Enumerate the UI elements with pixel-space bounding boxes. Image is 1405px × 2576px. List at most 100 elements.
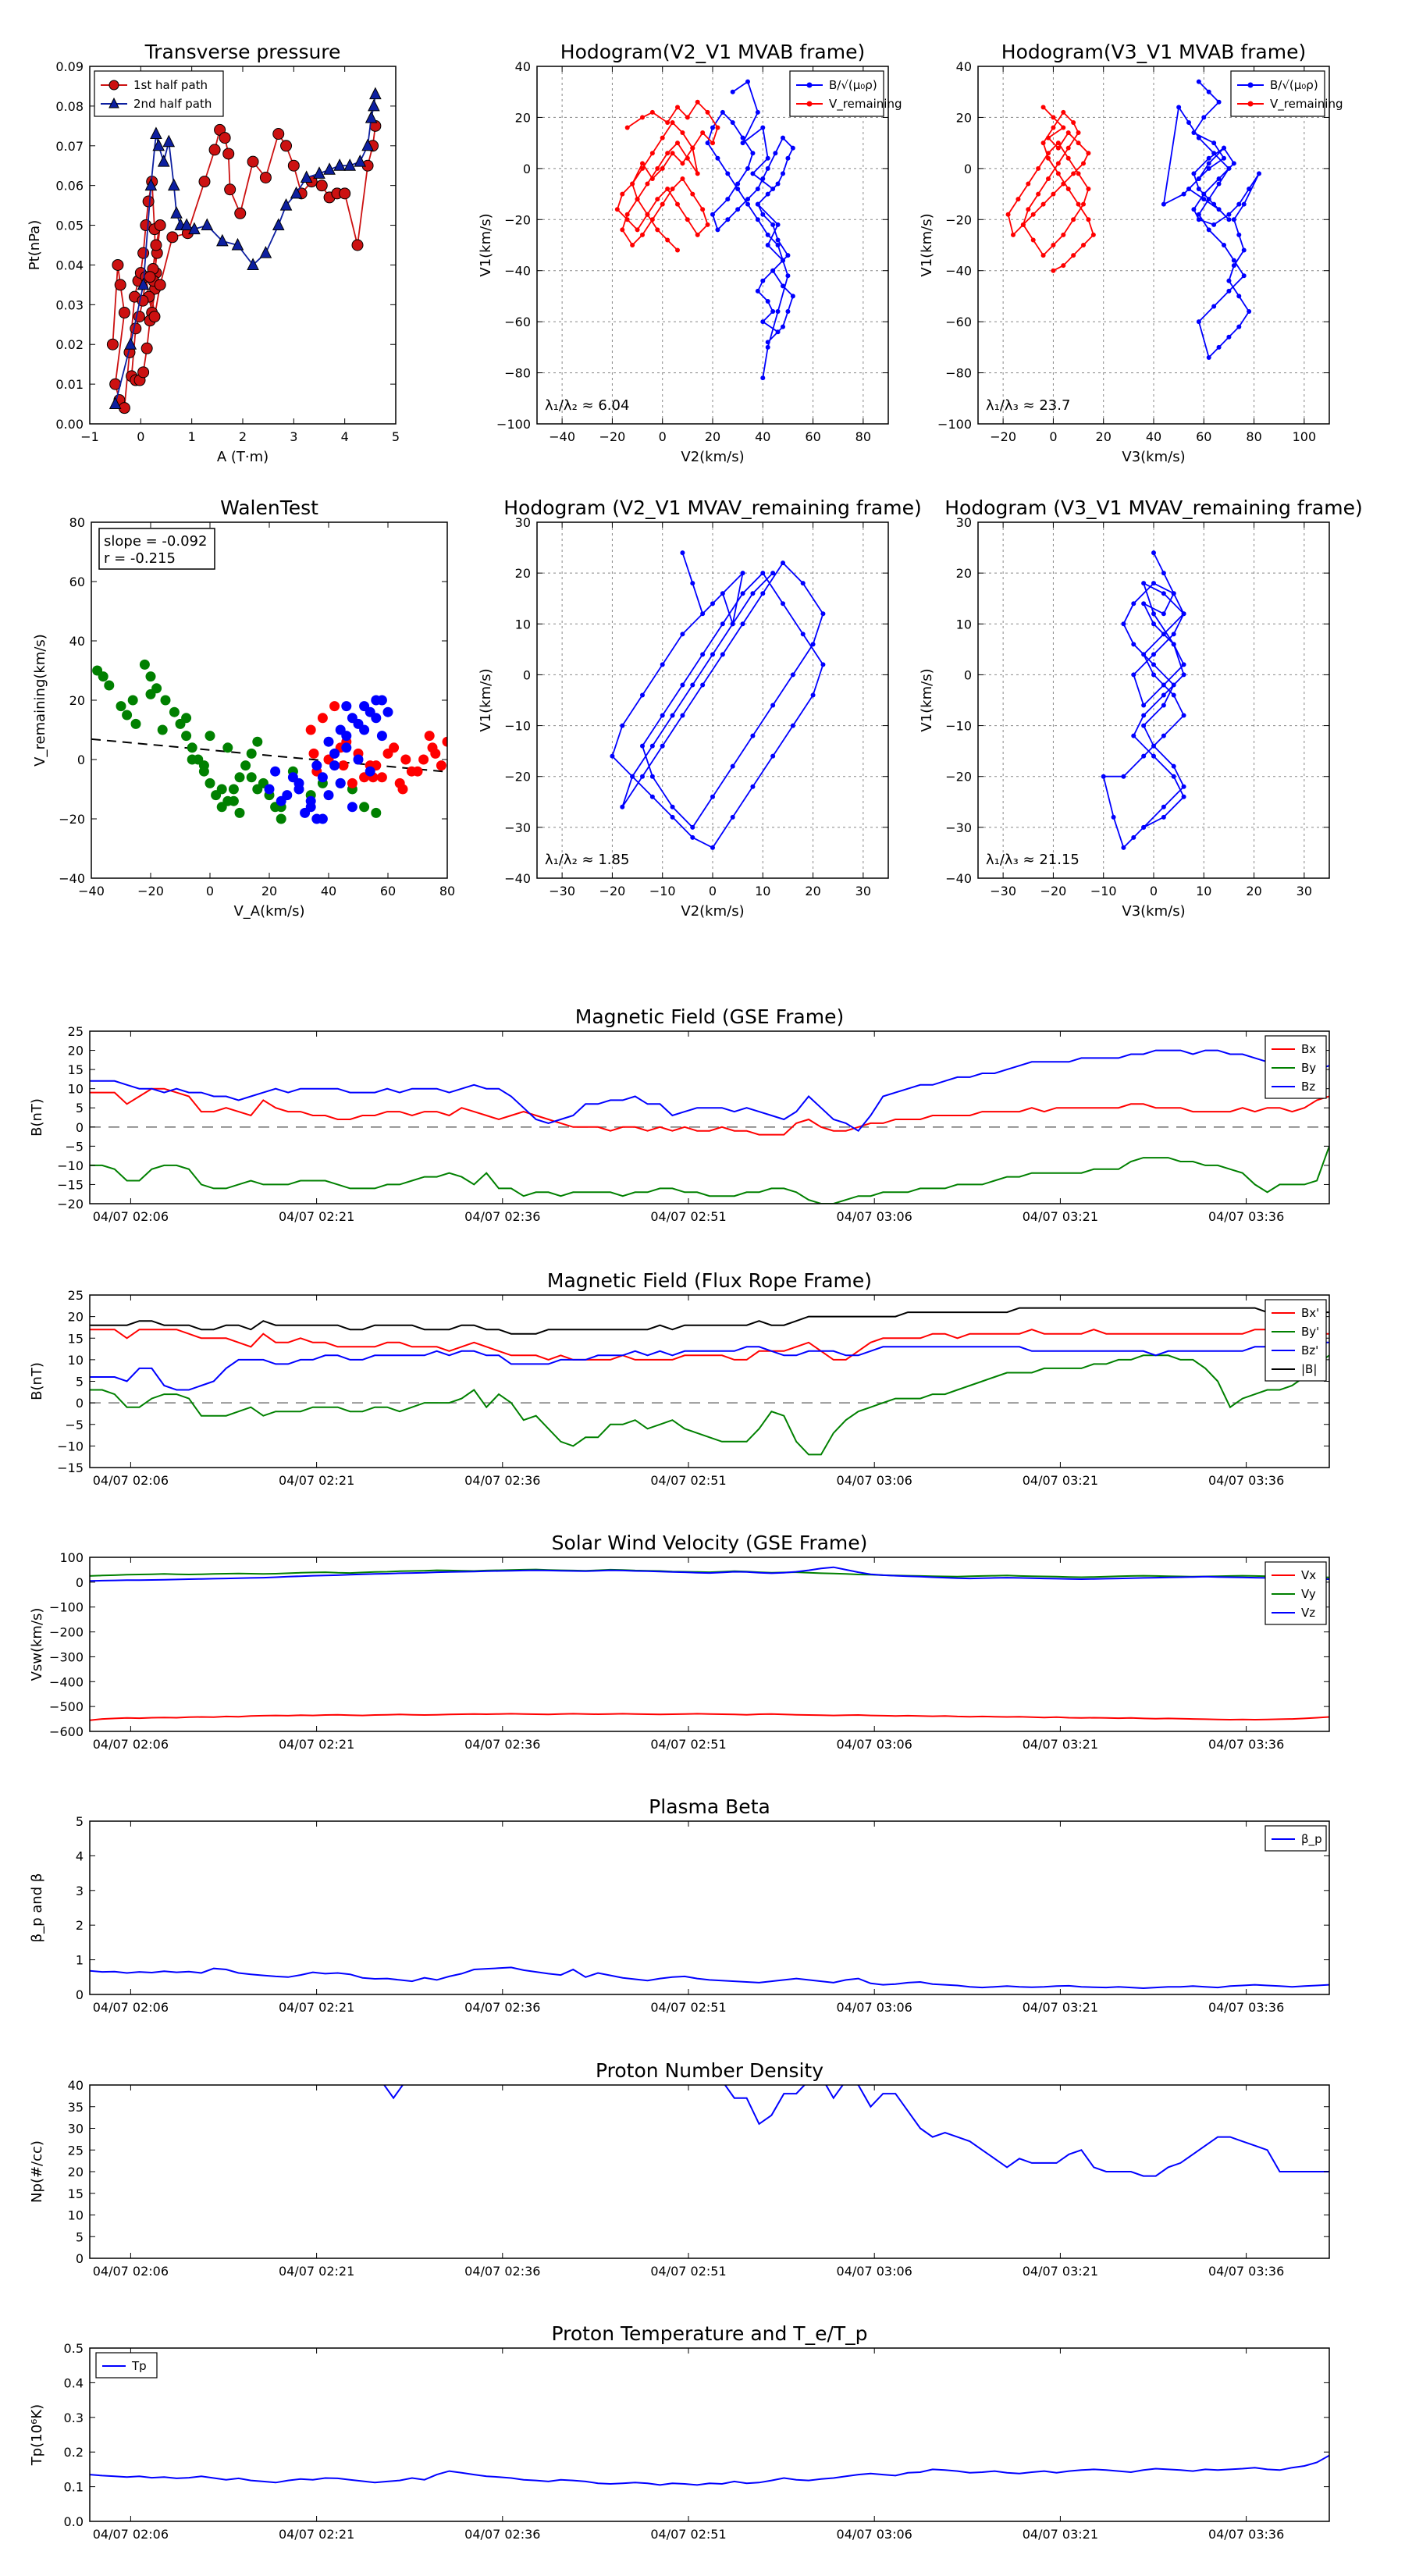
data-point xyxy=(760,319,766,325)
data-point xyxy=(1036,165,1041,171)
data-point xyxy=(205,731,215,742)
series-0 xyxy=(705,79,795,381)
data-point xyxy=(351,239,364,251)
plot-area xyxy=(382,2085,1329,2177)
data-point xyxy=(1121,774,1126,779)
data-point xyxy=(765,344,770,350)
data-point xyxy=(770,571,776,576)
data-point xyxy=(1191,130,1197,136)
chart-title: Hodogram (V2_V1 MVAV_remaining frame) xyxy=(503,496,922,519)
x-tick-label: 04/07 03:21 xyxy=(1023,2527,1098,2542)
data-point xyxy=(222,742,233,753)
x-tick-label: −20 xyxy=(599,429,626,444)
data-point xyxy=(222,148,235,160)
y-tick-label: 10 xyxy=(68,2208,84,2223)
data-point xyxy=(755,109,760,115)
series-0 xyxy=(610,550,826,850)
legend-label: B/√(μ₀ρ) xyxy=(1270,78,1318,92)
data-point xyxy=(1211,141,1217,146)
y-tick-label: 0.07 xyxy=(55,139,84,154)
x-tick-label: 04/07 02:36 xyxy=(464,1737,540,1752)
data-point xyxy=(234,807,245,818)
legend-label: 2nd half path xyxy=(133,97,212,111)
legend-label: Vx xyxy=(1301,1568,1316,1582)
data-point xyxy=(162,134,176,148)
y-tick-label: −40 xyxy=(504,871,531,886)
data-point xyxy=(655,165,660,171)
data-point xyxy=(1061,263,1066,269)
data-point xyxy=(680,161,685,166)
data-point xyxy=(1065,130,1071,136)
data-point xyxy=(775,243,781,247)
data-point xyxy=(700,207,706,212)
data-point xyxy=(640,161,645,166)
data-point xyxy=(710,794,715,799)
data-point xyxy=(1206,89,1211,94)
data-point xyxy=(730,89,735,94)
y-tick-label: 25 xyxy=(68,1288,84,1303)
data-point xyxy=(610,753,615,759)
data-point xyxy=(1231,258,1236,263)
data-point xyxy=(781,258,785,263)
annotation-text: r = -0.215 xyxy=(104,550,176,567)
x-tick-label: 04/07 02:06 xyxy=(93,2527,169,2542)
y-tick-label: 0.00 xyxy=(55,417,84,432)
x-tick-label: 4 xyxy=(341,429,349,444)
data-point xyxy=(1171,682,1176,688)
data-point xyxy=(1131,733,1136,738)
chart-hodogram_mvav_v3v1: −30 −20 −10 0 10 20 30−40−30−20−100102030Hodog… xyxy=(919,496,1363,920)
data-point xyxy=(152,138,165,151)
data-point xyxy=(1151,550,1156,556)
data-point xyxy=(785,253,791,258)
series-line-0 xyxy=(90,2454,1329,2486)
data-point xyxy=(1020,222,1026,227)
data-point xyxy=(112,258,124,271)
data-point xyxy=(144,178,158,191)
data-point xyxy=(187,742,197,753)
data-point xyxy=(1181,672,1186,678)
y-tick-label: 35 xyxy=(68,2100,84,2115)
x-tick-label: 30 xyxy=(1297,884,1312,898)
data-point xyxy=(353,754,364,765)
legend-marker xyxy=(806,101,813,107)
y-tick-label: 0 xyxy=(523,162,531,176)
y-axis-label: V1(km/s) xyxy=(478,213,494,276)
x-tick-label: 04/07 03:36 xyxy=(1208,2527,1284,2542)
data-point xyxy=(228,784,239,795)
data-point xyxy=(1101,774,1106,779)
data-point xyxy=(1226,278,1232,283)
x-tick-label: 04/07 02:51 xyxy=(650,1209,726,1224)
y-tick-label: −60 xyxy=(504,315,531,329)
legend-marker xyxy=(1247,101,1254,107)
data-point xyxy=(1071,171,1076,176)
data-point xyxy=(770,222,776,227)
x-tick-label: 10 xyxy=(1196,884,1211,898)
data-point xyxy=(246,772,257,783)
y-tick-label: −20 xyxy=(504,212,531,227)
y-tick-label: 40 xyxy=(515,59,531,74)
data-point xyxy=(781,324,785,329)
data-point xyxy=(685,217,690,222)
data-point xyxy=(201,218,214,231)
data-point xyxy=(252,736,263,747)
legend-label: Bx xyxy=(1301,1042,1316,1056)
data-point xyxy=(649,794,655,799)
y-tick-label: 20 xyxy=(68,2165,84,2179)
y-tick-label: 40 xyxy=(69,634,85,649)
data-point xyxy=(1151,652,1156,657)
data-point xyxy=(311,813,322,824)
data-point xyxy=(760,125,766,130)
y-tick-label: 2 xyxy=(76,1918,84,1933)
y-tick-label: 0 xyxy=(77,753,85,767)
plot-area xyxy=(90,1049,1329,1204)
data-point xyxy=(775,181,781,187)
x-tick-label: 04/07 03:21 xyxy=(1023,1737,1098,1752)
data-point xyxy=(1081,161,1086,166)
x-tick-label: 04/07 02:51 xyxy=(650,2527,726,2542)
y-tick-label: 20 xyxy=(68,1044,84,1059)
data-point xyxy=(154,279,166,291)
legend-label: Bx' xyxy=(1301,1306,1319,1320)
series-line-0 xyxy=(382,2085,1329,2177)
data-point xyxy=(145,688,156,699)
data-point xyxy=(1141,581,1147,586)
